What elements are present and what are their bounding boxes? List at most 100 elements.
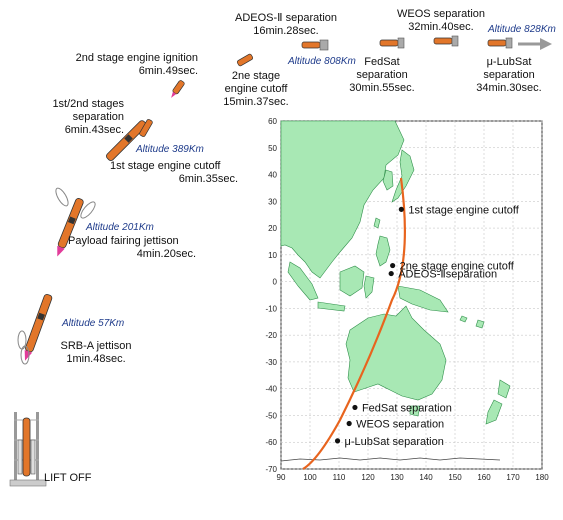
satellite-weos-icon	[433, 35, 459, 47]
second-stage-cutoff-event-2: engine cutoff	[224, 83, 288, 95]
ground-track-point	[388, 270, 394, 277]
adeos-separation-label: ADEOS-Ⅱ separation 16min.28sec.	[226, 12, 346, 38]
sulawesi-landmass	[363, 275, 375, 299]
ground-track-point-label: μ-LubSat separation	[345, 436, 444, 448]
ground-track-point-label: FedSat separation	[362, 402, 452, 414]
y-tick-label: -10	[265, 304, 277, 313]
lubsat-separation-event-2: separation	[483, 69, 535, 81]
second-stage-ignition-event: 2nd stage engine ignition	[75, 52, 198, 64]
ground-track-point	[346, 420, 352, 427]
ground-track-points: 1st stage engine cutoff 2ne stage engine …	[334, 204, 520, 448]
rocket-second-stage-ignition-icon	[171, 80, 185, 98]
stage-separation-event: 1st/2nd stages	[52, 98, 124, 110]
rocket-fairing-jettison-icon	[57, 198, 84, 257]
fedsat-separation-event-2: separation	[356, 69, 408, 81]
stage-separation-event-2: separation	[72, 111, 124, 123]
ground-track-point-label: WEOS separation	[356, 418, 444, 430]
y-tick-label: 10	[268, 251, 277, 260]
altitude-828-label: Altitude 828Km	[488, 24, 556, 35]
y-tick-label: 60	[268, 117, 277, 126]
launch-tower-icon	[9, 412, 47, 487]
satellite-adeos-icon	[301, 39, 329, 51]
lubsat-separation-label: μ-LubSat separation 34min.30sec.	[466, 56, 552, 95]
japan-landmass	[391, 149, 415, 203]
y-tick-label: -40	[265, 385, 277, 394]
y-tick-label: 20	[268, 224, 277, 233]
antarctic-coastline	[280, 457, 501, 462]
ground-track-point-label: ADEOS-Ⅱseparation	[398, 269, 497, 281]
adeos-separation-time: 16min.28sec.	[253, 25, 319, 37]
fairing-jettison-time: 4min.20sec.	[136, 248, 196, 260]
srb-jettison-event: SRB-A jettison	[60, 340, 132, 352]
sumatra-landmass	[287, 261, 319, 301]
pacific-islands	[459, 315, 485, 329]
ground-track-point-label: 2ne stage engine cutoff	[400, 261, 515, 273]
first-stage-cutoff-time: 6min.35sec.	[178, 173, 238, 185]
stage-separation-label: 1st/2nd stages separation 6min.43sec.	[28, 98, 124, 137]
land-masses	[280, 120, 511, 425]
srb-jettison-time: 1min.48sec.	[66, 353, 126, 365]
x-tick-label: 90	[277, 473, 286, 482]
lubsat-separation-time: 34min.30sec.	[476, 82, 542, 94]
rocket-second-stage-cutoff-icon	[236, 53, 254, 67]
lift-off-label: LIFT OFF	[44, 472, 92, 484]
rocket-stage-separation-icon	[139, 119, 153, 137]
java-landmass	[317, 301, 346, 312]
y-tick-label: -20	[265, 331, 277, 340]
first-stage-cutoff-event: 1st stage engine cutoff	[110, 160, 221, 172]
map-axis-ticks: 90 100 110 120 130 140 150 160 170 18060504030201…	[265, 117, 549, 482]
x-tick-label: 130	[390, 473, 404, 482]
rocket-first-stage-cutoff-icon	[106, 120, 147, 161]
weos-separation-time: 32min.40sec.	[408, 21, 474, 33]
philippines-landmass	[375, 235, 391, 267]
first-stage-cutoff-label: 1st stage engine cutoff 6min.35sec.	[110, 160, 238, 186]
satellite-fedsat-icon	[379, 37, 405, 49]
second-stage-cutoff-label: 2ne stage engine cutoff 15min.37sec.	[214, 70, 298, 109]
satellite-lubsat-icon	[487, 37, 513, 49]
adeos-separation-event: ADEOS-Ⅱ separation	[234, 12, 337, 24]
y-tick-label: -50	[265, 411, 277, 420]
fedsat-separation-label: FedSat separation 30min.55sec.	[346, 56, 418, 95]
second-stage-ignition-label: 2nd stage engine ignition 6min.49sec.	[56, 52, 198, 78]
fairing-jettison-event: Payload fairing jettison	[68, 235, 179, 247]
ground-track-point	[398, 206, 404, 212]
second-stage-cutoff-event: 2ne stage	[231, 70, 281, 82]
fedsat-separation-event: FedSat	[364, 56, 400, 68]
fedsat-separation-time: 30min.55sec.	[349, 82, 415, 94]
x-tick-label: 150	[448, 473, 462, 482]
altitude-389-label: Altitude 389Km	[136, 144, 204, 155]
taiwan-landmass	[373, 217, 381, 229]
weos-separation-event: WEOS separation	[396, 8, 486, 20]
tasmania-landmass	[409, 405, 421, 417]
x-tick-label: 110	[333, 473, 346, 482]
y-tick-label: 0	[273, 278, 278, 287]
altitude-808-label: Altitude 808Km	[288, 56, 356, 67]
y-tick-label: 50	[268, 144, 277, 153]
y-tick-label: 40	[268, 171, 277, 180]
asia-landmass	[280, 120, 405, 279]
korea-landmass	[382, 169, 394, 191]
australia-landmass	[345, 305, 447, 401]
weos-separation-label: WEOS separation 32min.40sec.	[386, 8, 496, 34]
ground-track-point-label: 1st stage engine cutoff	[408, 204, 519, 216]
x-tick-label: 170	[506, 473, 520, 482]
borneo-landmass	[339, 265, 365, 297]
second-stage-ignition-time: 6min.49sec.	[138, 65, 198, 77]
second-stage-cutoff-time: 15min.37sec.	[223, 96, 289, 108]
x-tick-label: 160	[477, 473, 491, 482]
y-tick-label: -70	[265, 465, 277, 474]
y-tick-label: -60	[265, 438, 277, 447]
y-tick-label: 30	[268, 197, 277, 206]
ground-track-line	[302, 177, 406, 470]
x-tick-label: 180	[535, 473, 549, 482]
y-tick-label: -30	[265, 358, 277, 367]
x-tick-label: 100	[303, 473, 317, 482]
srb-jettison-label: SRB-A jettison 1min.48sec.	[52, 340, 140, 366]
new-zealand-landmass	[485, 379, 511, 425]
fairing-jettison-label: Payload fairing jettison 4min.20sec.	[68, 235, 196, 261]
altitude-57-label: Altitude 57Km	[62, 318, 125, 329]
altitude-201-label: Altitude 201Km	[86, 222, 154, 233]
flight-direction-arrow-icon	[518, 38, 552, 50]
